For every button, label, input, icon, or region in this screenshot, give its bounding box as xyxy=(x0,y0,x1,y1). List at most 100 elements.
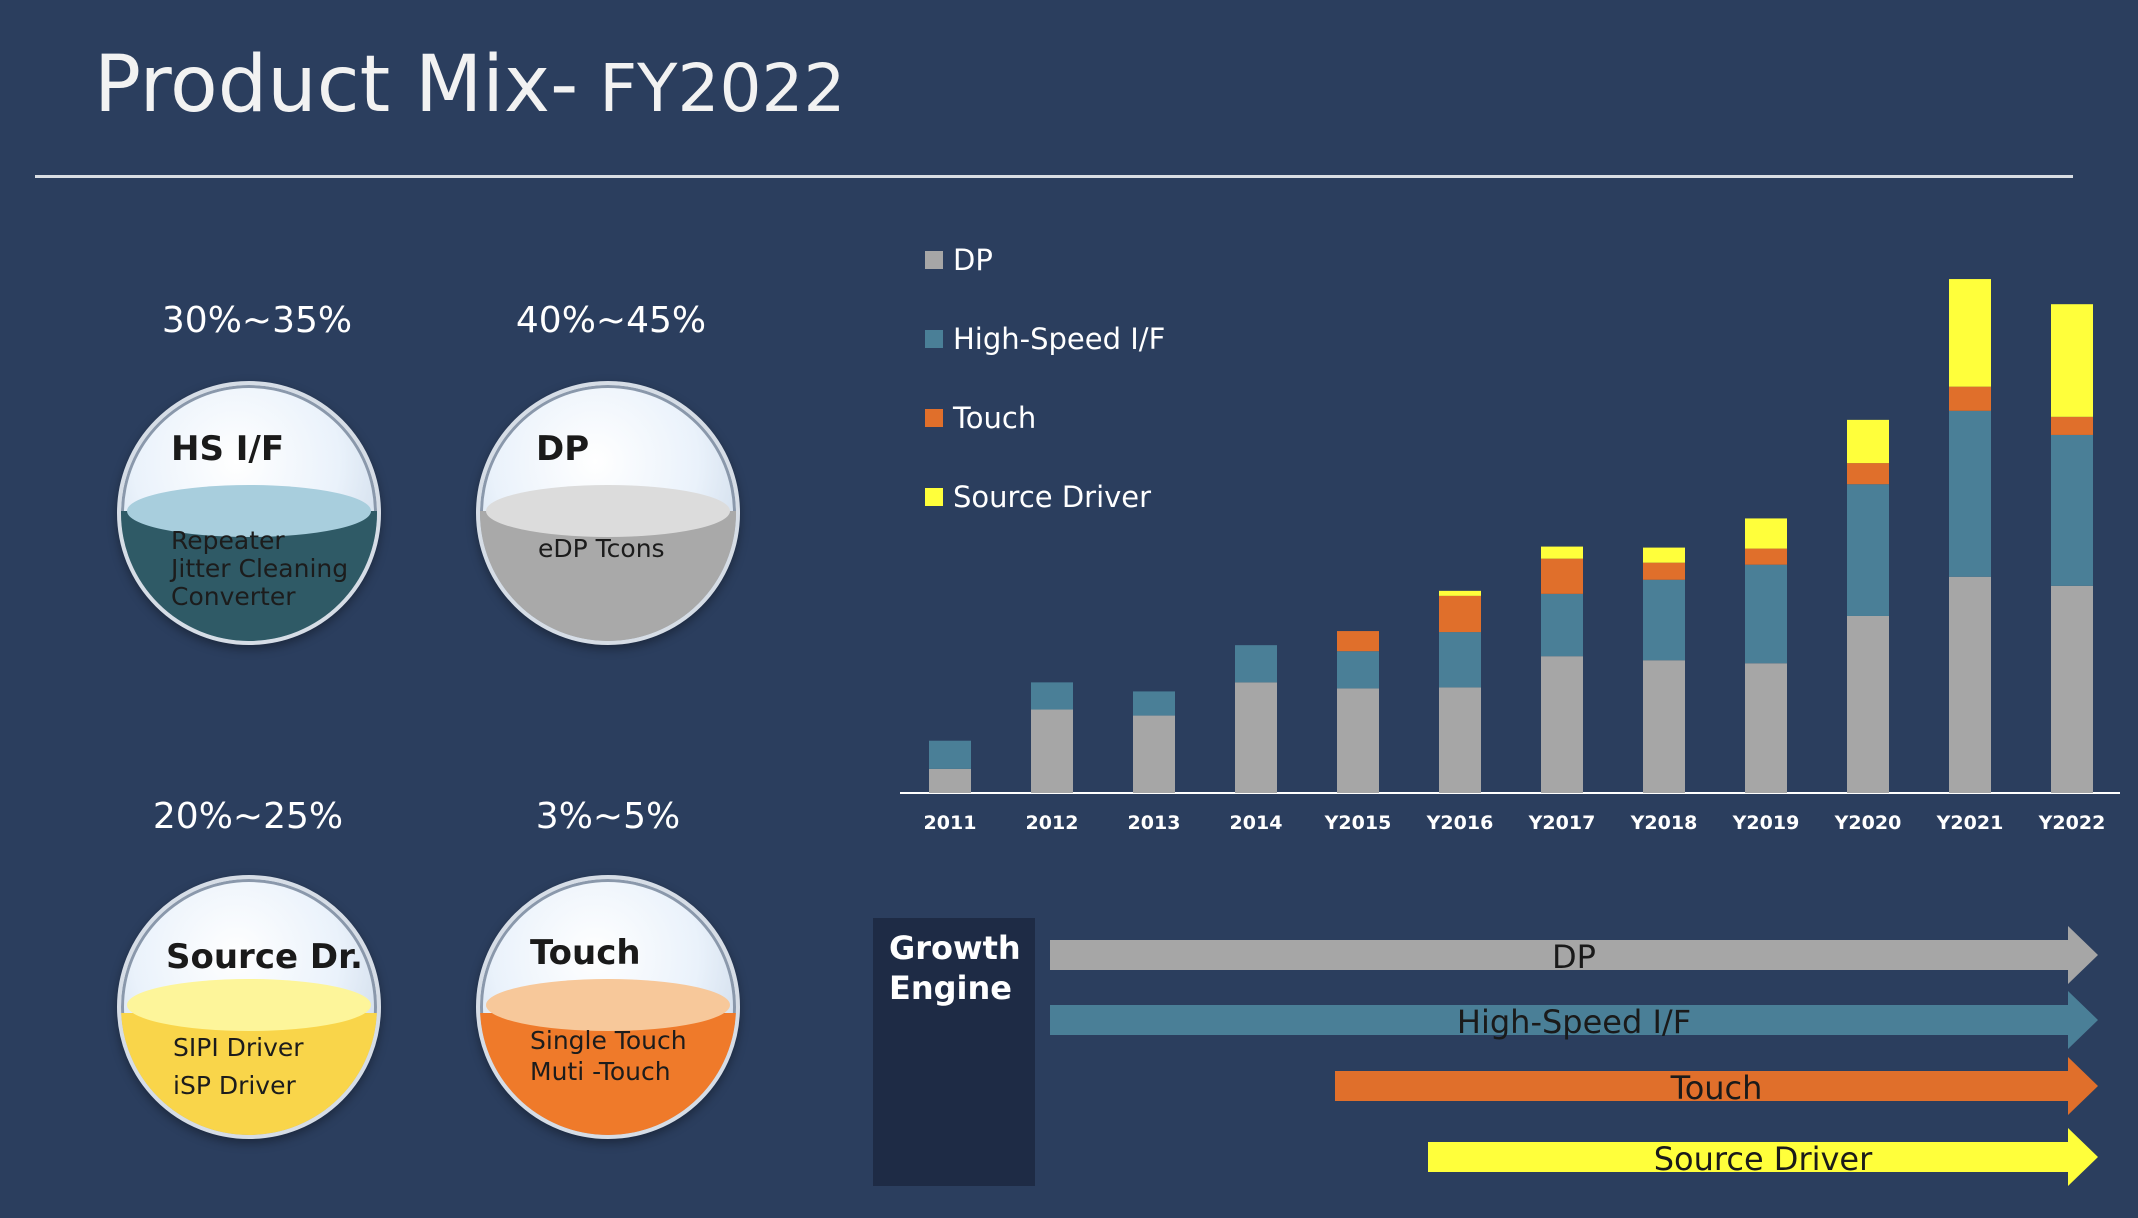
product-pct-source: 20%~25% xyxy=(152,796,344,837)
product-name: Source Dr. xyxy=(166,937,363,977)
x-tick-label: Y2021 xyxy=(1936,812,2004,834)
legend-swatch xyxy=(925,488,943,506)
bar-segment-high-speed-i-f-y2021 xyxy=(1949,410,1991,577)
bowl-surface xyxy=(127,979,371,1031)
bowl-surface xyxy=(127,485,371,537)
bar-segment-high-speed-i-f-y2022 xyxy=(2051,434,2093,586)
product-pct-touch: 3%~5% xyxy=(535,796,681,837)
growth-arrow-source: Source Driver xyxy=(1428,1128,2098,1186)
growth-arrow-label: Touch xyxy=(1670,1069,1763,1107)
bar-segment-dp-y2015 xyxy=(1337,688,1379,793)
legend-label: High-Speed I/F xyxy=(953,322,1166,356)
legend-swatch xyxy=(925,330,943,348)
growth-arrow-hsif: High-Speed I/F xyxy=(1050,991,2098,1049)
bar-segment-source-driver-y2018 xyxy=(1643,547,1685,563)
product-bowl-touch: Touch Single Touch Muti -Touch xyxy=(476,875,740,1139)
bar-segment-high-speed-i-f-y2017 xyxy=(1541,593,1583,657)
growth-arrow-dp: DP xyxy=(1050,926,2098,984)
title-divider xyxy=(35,175,2073,178)
bar-segment-touch-y2019 xyxy=(1745,548,1787,565)
growth-engine-line: Growth xyxy=(889,929,1021,967)
title-sub: FY2022 xyxy=(578,50,846,127)
bar-segment-dp-y2018 xyxy=(1643,660,1685,793)
bar-segment-dp-y2021 xyxy=(1949,576,1991,793)
bar-segment-dp-y2020 xyxy=(1847,615,1889,793)
bar-segment-high-speed-i-f-2013 xyxy=(1133,691,1175,716)
product-bowl-hsif: HS I/F Repeater Jitter Cleaning Converte… xyxy=(117,381,381,645)
bar-segment-source-driver-y2016 xyxy=(1439,590,1481,596)
product-bowl-dp: DP eDP Tcons xyxy=(476,381,740,645)
product-name: DP xyxy=(536,429,590,469)
x-tick-label: Y2020 xyxy=(1834,812,1902,834)
growth-arrow-label: High-Speed I/F xyxy=(1456,1003,1692,1041)
bar-segment-touch-y2018 xyxy=(1643,562,1685,580)
arrow-shaft xyxy=(1050,940,2068,970)
legend-swatch xyxy=(925,251,943,269)
legend-label: Touch xyxy=(953,401,1037,435)
growth-engine-label: Growth Engine xyxy=(889,928,1021,1008)
x-tick-label: 2012 xyxy=(1026,812,1079,834)
bar-segment-dp-2011 xyxy=(929,768,971,793)
x-tick-label: Y2015 xyxy=(1324,812,1392,834)
bar-segment-touch-y2022 xyxy=(2051,416,2093,435)
bar-segment-touch-y2016 xyxy=(1439,595,1481,633)
product-name: HS I/F xyxy=(171,429,285,469)
x-tick-label: 2013 xyxy=(1128,812,1181,834)
bar-segment-high-speed-i-f-2014 xyxy=(1235,645,1277,683)
bar-segment-high-speed-i-f-y2020 xyxy=(1847,484,1889,616)
stacked-bar-chart: 2011 2012 2013 2014 Y2015 Y2016 Y2017 Y2018 Y201… xyxy=(900,279,2120,834)
arrow-shaft xyxy=(1335,1071,2068,1101)
arrow-head xyxy=(2068,926,2098,984)
bar-segment-source-driver-y2020 xyxy=(1847,419,1889,464)
bar-segment-source-driver-y2017 xyxy=(1541,546,1583,559)
bar-segment-high-speed-i-f-2012 xyxy=(1031,682,1073,710)
product-detail-line: SIPI Driver xyxy=(173,1033,304,1062)
product-pct-hsif: 30%~35% xyxy=(161,300,353,341)
x-tick-label: Y2022 xyxy=(2038,812,2106,834)
page-title: Product Mix- FY2022 xyxy=(94,40,845,130)
product-details: Single Touch Muti -Touch xyxy=(530,1025,687,1087)
bar-segment-high-speed-i-f-y2016 xyxy=(1439,632,1481,688)
bar-segment-touch-y2020 xyxy=(1847,463,1889,485)
product-detail-line: Muti -Touch xyxy=(530,1057,671,1086)
product-detail-line: iSP Driver xyxy=(173,1071,296,1100)
legend-swatch xyxy=(925,409,943,427)
bar-segment-touch-y2017 xyxy=(1541,558,1583,594)
legend-label: Source Driver xyxy=(953,480,1152,514)
legend-item-hsif: High-Speed I/F xyxy=(925,322,1165,356)
x-tick-label: Y2017 xyxy=(1528,812,1596,834)
bowl-surface xyxy=(486,979,730,1031)
growth-engine-line: Engine xyxy=(889,969,1012,1007)
product-details: Repeater Jitter Cleaning Converter xyxy=(171,527,348,611)
growth-arrow-label: DP xyxy=(1552,938,1596,976)
bar-segment-touch-y2015 xyxy=(1337,631,1379,652)
x-tick-label: Y2019 xyxy=(1732,812,1800,834)
product-name: Touch xyxy=(530,933,641,973)
arrow-head xyxy=(2068,1128,2098,1186)
x-tick-label: 2014 xyxy=(1230,812,1283,834)
bowl-fill xyxy=(121,1013,377,1135)
bowl-surface xyxy=(486,485,730,537)
bar-segment-source-driver-y2022 xyxy=(2051,304,2093,417)
product-bowl-source: Source Dr. SIPI Driver iSP Driver xyxy=(117,875,381,1139)
arrow-head xyxy=(2068,991,2098,1049)
bar-segment-high-speed-i-f-y2019 xyxy=(1745,564,1787,664)
bar-segment-dp-2012 xyxy=(1031,709,1073,793)
bar-segment-dp-y2019 xyxy=(1745,663,1787,793)
arrow-shaft xyxy=(1428,1142,2068,1172)
bar-segment-source-driver-y2021 xyxy=(1949,279,1991,387)
bar-segment-dp-y2022 xyxy=(2051,585,2093,793)
bar-segment-touch-y2021 xyxy=(1949,386,1991,411)
bar-segment-source-driver-y2019 xyxy=(1745,518,1787,549)
product-detail-line: Repeater xyxy=(171,526,285,555)
product-detail-line: Single Touch xyxy=(530,1026,687,1055)
legend-item-touch: Touch xyxy=(925,401,1036,435)
title-main: Product Mix- xyxy=(94,40,579,130)
growth-arrow-label: Source Driver xyxy=(1653,1140,1873,1178)
product-details: SIPI Driver iSP Driver xyxy=(173,1029,304,1105)
bar-segment-high-speed-i-f-y2015 xyxy=(1337,651,1379,689)
bar-segment-dp-y2016 xyxy=(1439,687,1481,793)
bar-segment-dp-2013 xyxy=(1133,715,1175,793)
growth-arrow-touch: Touch xyxy=(1335,1057,2098,1115)
x-tick-label: 2011 xyxy=(924,812,977,834)
